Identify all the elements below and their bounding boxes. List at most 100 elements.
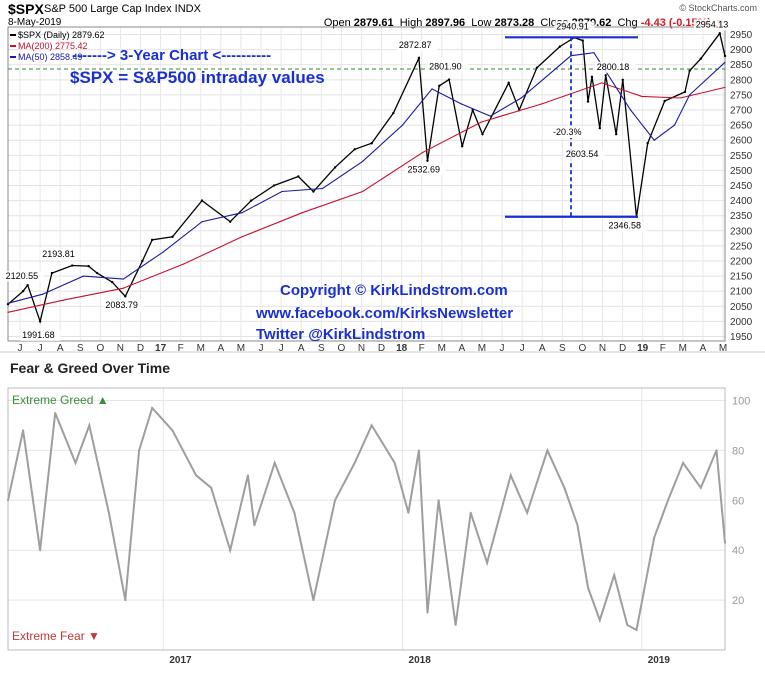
spx-price-point	[124, 295, 127, 298]
price-data-label: 2801.90	[429, 61, 462, 71]
spx-price-point	[417, 56, 421, 60]
drawdown-label-bg	[551, 127, 583, 138]
open-value: 2879.61	[353, 17, 394, 29]
fear-greed-point	[393, 461, 396, 464]
spx-price-point	[71, 264, 74, 267]
price-x-tick-label: M	[478, 343, 486, 354]
data-label-bg	[594, 61, 636, 73]
price-y-ticks: 1950 2000 2050 2100 2150 2200 2250 2300 2350 2400…	[730, 30, 753, 343]
fear-greed-point	[666, 499, 669, 502]
ma50-point	[489, 115, 491, 117]
fear-greed-point	[229, 549, 232, 552]
drawdown-percent-label: -20.3%	[553, 127, 582, 137]
spx-price-point	[95, 271, 99, 275]
fear-greed-point	[273, 461, 276, 464]
price-x-tick-label: A	[218, 343, 225, 354]
spx-price-point	[297, 175, 300, 178]
ma200-point	[183, 263, 185, 265]
ma50-point	[724, 61, 726, 63]
facebook-annotation: www.facebook.com/KirksNewsletter	[255, 305, 513, 322]
price-x-tick-label: M	[438, 343, 446, 354]
ma200-point	[601, 82, 603, 84]
spx-price-point	[598, 126, 602, 130]
price-x-tick-label: S	[318, 343, 325, 354]
spx-price-point	[507, 81, 510, 85]
source-credit[interactable]: © StockCharts.com	[679, 3, 757, 13]
ma50-point	[7, 302, 9, 304]
fear-greed-point	[39, 549, 42, 552]
price-data-label: 1991.68	[22, 330, 55, 340]
fear-greed-point	[546, 449, 549, 452]
open-label: Open	[323, 17, 351, 29]
price-x-tick-label: N	[117, 343, 124, 354]
spx-price-point	[392, 111, 395, 115]
price-y-tick-label: 2950	[730, 30, 753, 41]
price-x-tick-label: F	[178, 343, 184, 354]
fear-greed-point	[509, 474, 512, 477]
legend-entry: $SPX (Daily) 2879.62	[18, 30, 105, 40]
fear-greed-point	[312, 599, 315, 602]
price-x-tick-label: J	[259, 343, 264, 354]
price-y-tick-label: 2200	[730, 256, 753, 267]
price-y-tick-label: 2650	[730, 121, 753, 132]
spx-price-point	[38, 320, 42, 323]
price-y-tick-label: 2150	[730, 272, 753, 283]
price-x-tick-label: N	[599, 343, 606, 354]
ma200-point	[62, 299, 64, 301]
ma200-point	[422, 151, 424, 153]
price-y-tick-label: 2700	[730, 106, 753, 117]
ma50-point	[653, 139, 655, 141]
ma200-line	[7, 82, 726, 313]
price-x-tick-label: J	[520, 343, 525, 354]
price-y-tick-label: 1950	[730, 332, 753, 343]
price-data-label: 2532.69	[407, 165, 440, 175]
price-y-tick-label: 2450	[730, 181, 753, 192]
price-data-label: 2954.13	[696, 19, 729, 29]
price-data-label: 2193.81	[42, 249, 75, 259]
twitter-annotation: Twitter @KirkLindstrom	[256, 326, 425, 343]
ma50-point	[520, 97, 522, 99]
data-label-bg	[554, 21, 595, 33]
fg-x-tick-label: 2017	[169, 655, 192, 666]
fg-title: Fear & Greed Over Time	[10, 360, 171, 376]
price-x-tick-label: A	[539, 343, 546, 354]
spx-price-point	[615, 132, 618, 136]
spx-price-point	[200, 199, 204, 202]
fear-greed-point	[151, 406, 154, 409]
spx-price-point	[447, 78, 451, 81]
fg-y-tick-label: 100	[732, 395, 750, 407]
price-x-tick-label: S	[77, 343, 84, 354]
fg-y-tick-label: 20	[732, 595, 744, 607]
data-label-bg	[427, 61, 468, 73]
price-x-tick-label: J	[18, 343, 23, 354]
ma200-point	[241, 236, 243, 238]
data-label-bg	[405, 164, 446, 176]
ma50-point	[689, 94, 691, 96]
ma200-point	[480, 121, 482, 123]
spx-price-point	[481, 132, 484, 136]
fear-greed-point	[171, 429, 174, 432]
price-y-tick-label: 2000	[730, 317, 753, 328]
price-y-tick-label: 2550	[730, 151, 753, 162]
data-label-bg	[396, 39, 438, 51]
chg-label: Chg	[617, 17, 638, 29]
spx-price-point	[50, 271, 54, 275]
price-x-tick-label: D	[378, 343, 385, 354]
price-x-tick-label: M	[237, 343, 245, 354]
low-value: 2873.28	[494, 17, 535, 29]
chg-value: -4.43 (-0.15%)	[640, 17, 712, 29]
spx-price-point	[150, 238, 154, 242]
fear-greed-point	[246, 474, 249, 477]
spx-price-point	[535, 66, 539, 69]
ma50-point	[431, 88, 433, 90]
fear-greed-line	[7, 406, 726, 632]
price-x-tick-label: N	[358, 343, 365, 354]
price-y-tick-label: 2100	[730, 287, 753, 298]
fear-greed-point	[563, 486, 566, 489]
intraday-annotation: $SPX = S&P500 intraday values	[70, 68, 325, 87]
fear-greed-point	[486, 561, 489, 564]
data-label-bg	[693, 19, 735, 31]
price-x-tick-label: 19	[637, 343, 649, 354]
fear-greed-point	[613, 574, 616, 577]
